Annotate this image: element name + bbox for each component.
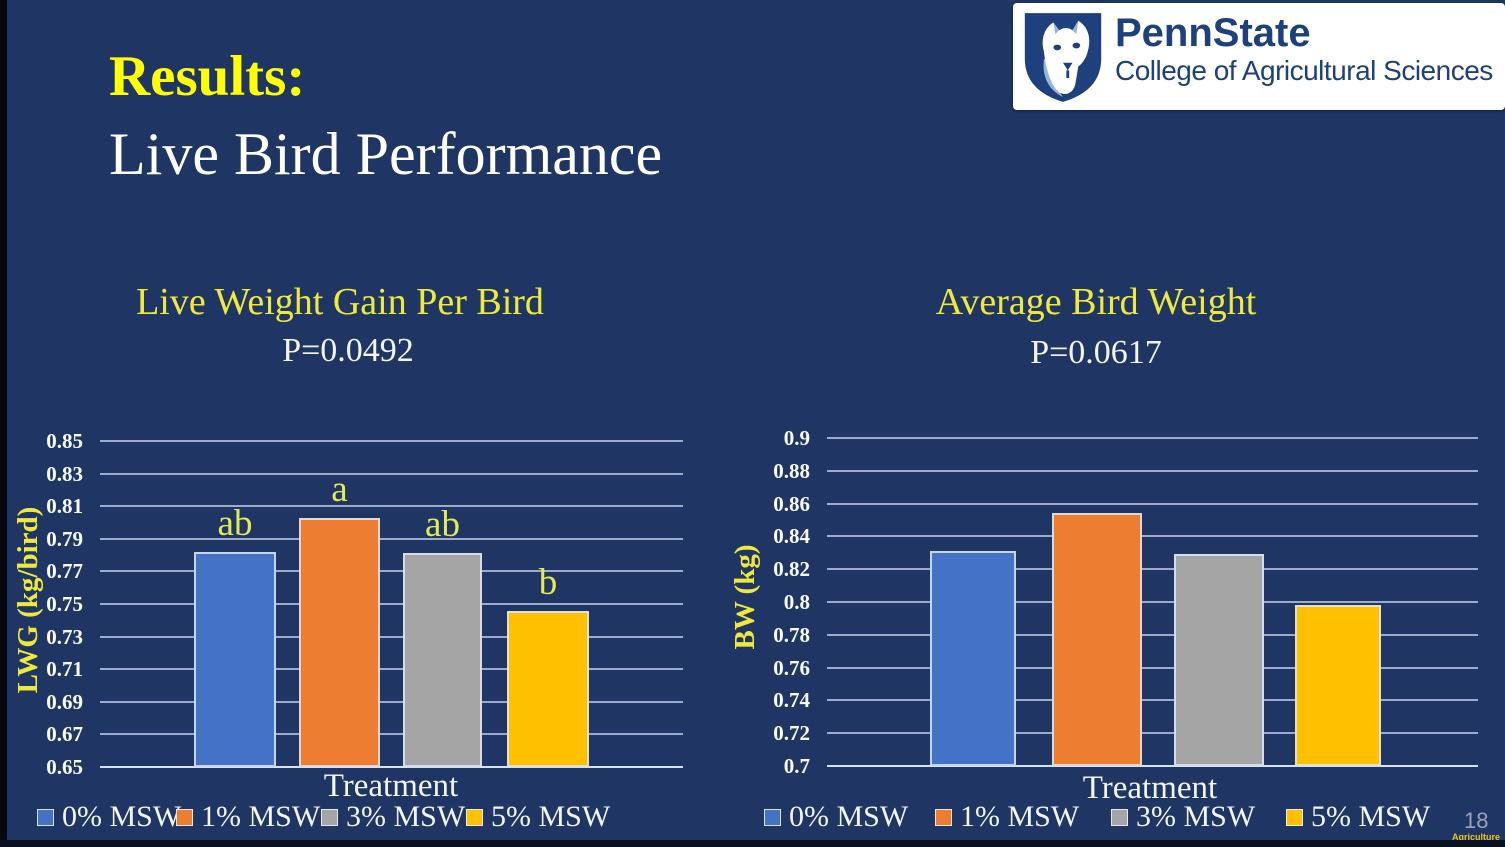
legend-label: 5% MSW [1311, 800, 1431, 833]
y-tick-label: 0.9 [783, 426, 810, 450]
gridline [827, 568, 1478, 571]
gridline [100, 570, 683, 573]
legend-swatch [466, 808, 483, 826]
y-tick-label: 0.76 [773, 655, 810, 680]
y-tick-label: 0.65 [46, 755, 83, 779]
gridline [827, 437, 1478, 439]
chart-bw-x-axis-title: Treatment [1082, 770, 1218, 806]
bar-5-msw [1295, 605, 1381, 766]
legend-swatch [321, 808, 338, 826]
significance-letter: a [331, 468, 348, 510]
y-tick-label: 0.81 [46, 494, 83, 519]
legend-swatch [1111, 808, 1128, 826]
bar-0-msw [930, 551, 1016, 766]
y-tick-label: 0.78 [773, 622, 810, 647]
y-tick-label: 0.79 [46, 526, 83, 551]
legend-label: 0% MSW [789, 800, 909, 833]
gridline [100, 766, 683, 768]
gridline [827, 633, 1478, 636]
legend-item: 1% MSW [176, 800, 320, 834]
legend-swatch [176, 808, 193, 826]
chart-bw-pvalue: P=0.0617 [1030, 334, 1162, 371]
legend-label: 3% MSW [346, 800, 466, 833]
agriculture-watermark: Agriculture [1452, 832, 1501, 842]
gridline [100, 505, 683, 508]
gridline [100, 603, 683, 605]
significance-letter: b [538, 561, 558, 603]
bar-0-msw [194, 551, 276, 767]
bar-1-msw [299, 517, 380, 767]
bar-3-msw [1174, 554, 1264, 766]
legend-item: 0% MSW [764, 800, 908, 834]
page-number: 18 [1464, 808, 1489, 833]
left-black-edge [0, 0, 7, 847]
bar-5-msw [507, 610, 589, 767]
y-tick-label: 0.88 [773, 458, 810, 483]
legend-label: 1% MSW [201, 800, 321, 833]
legend-label: 5% MSW [491, 800, 611, 833]
legend-swatch [1286, 808, 1303, 826]
legend-item: 5% MSW [1286, 800, 1430, 834]
chart-lwg-x-axis-title: Treatment [323, 768, 459, 804]
y-tick-label: 0.74 [773, 688, 810, 713]
gridline [100, 440, 683, 442]
y-tick-label: 0.73 [46, 624, 83, 649]
legend-label: 0% MSW [62, 800, 182, 833]
y-tick-label: 0.7 [783, 754, 810, 778]
bottom-black-edge [0, 840, 1505, 847]
gridline [100, 668, 683, 671]
significance-letter: ab [425, 504, 460, 546]
pennstate-logo: PennState College of Agricultural Scienc… [1013, 3, 1505, 110]
legend-item: 3% MSW [1111, 800, 1255, 834]
gridline [100, 733, 683, 736]
legend-swatch [764, 808, 781, 826]
gridline [827, 535, 1478, 538]
legend-item: 1% MSW [935, 800, 1079, 834]
logo-brand-text: PennState [1115, 11, 1311, 55]
y-tick-label: 0.67 [46, 722, 83, 747]
gridline [100, 700, 683, 703]
legend-label: 3% MSW [1136, 800, 1256, 833]
y-tick-label: 0.82 [773, 557, 810, 582]
gridline [100, 472, 683, 475]
y-tick-label: 0.75 [46, 592, 83, 616]
y-tick-label: 0.72 [773, 721, 810, 746]
legend-item: 3% MSW [321, 800, 465, 834]
legend-label: 1% MSW [960, 800, 1080, 833]
chart-bw-title: Average Bird Weight [935, 281, 1257, 323]
chart-lwg-title: Live Weight Gain Per Bird [136, 281, 544, 323]
y-tick-label: 0.85 [46, 429, 83, 453]
y-tick-label: 0.83 [46, 461, 83, 486]
gridline [827, 699, 1478, 702]
y-tick-label: 0.8 [783, 590, 810, 614]
results-heading: Results: [109, 45, 306, 108]
legend-item: 5% MSW [466, 800, 610, 834]
y-tick-label: 0.84 [773, 524, 810, 549]
logo-subtitle-text: College of Agricultural Sciences [1115, 55, 1493, 86]
y-tick-label: 0.71 [46, 657, 83, 682]
gridline [100, 537, 683, 540]
page-title: Live Bird Performance [109, 121, 663, 187]
gridline [827, 732, 1478, 735]
y-tick-label: 0.86 [773, 491, 810, 516]
bar-1-msw [1052, 513, 1142, 766]
legend-swatch [935, 808, 952, 826]
chart-lwg-pvalue: P=0.0492 [282, 332, 414, 369]
legend-item: 0% MSW [37, 800, 181, 834]
gridline [100, 635, 683, 638]
nittany-lion-shield-icon [1024, 13, 1102, 102]
y-tick-label: 0.69 [46, 689, 83, 714]
bar-3-msw [403, 553, 482, 767]
gridline [827, 601, 1478, 603]
gridline [827, 469, 1478, 472]
y-tick-label: 0.77 [46, 559, 83, 584]
gridline [827, 765, 1478, 767]
gridline [827, 666, 1478, 669]
gridline [827, 502, 1478, 505]
legend-swatch [37, 808, 54, 826]
significance-letter: ab [217, 502, 253, 544]
